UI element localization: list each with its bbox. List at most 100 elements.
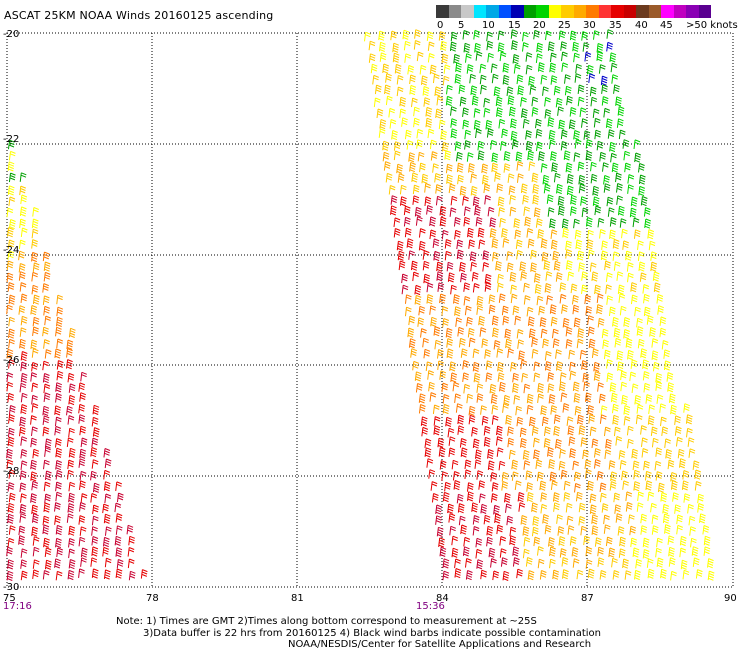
wind-barb-stroke xyxy=(503,394,511,406)
wind-barb xyxy=(572,304,580,315)
wind-barb-stroke xyxy=(626,425,634,436)
wind-barb xyxy=(522,526,530,537)
wind-barb xyxy=(487,460,495,471)
wind-barb xyxy=(572,558,580,568)
wind-barb-stroke xyxy=(553,172,561,183)
colorbar-swatch xyxy=(536,5,549,18)
wind-barb-stroke xyxy=(589,262,597,272)
wind-barb-stroke xyxy=(604,260,611,271)
wind-barb xyxy=(79,526,87,536)
wind-barb xyxy=(539,317,547,328)
wind-barb-stroke xyxy=(568,119,576,130)
wind-barb-stroke xyxy=(613,327,621,338)
wind-barb-stroke xyxy=(535,53,543,63)
wind-barb-stroke xyxy=(641,448,649,458)
wind-barb xyxy=(572,460,580,471)
wind-barb xyxy=(565,339,573,349)
wind-barb xyxy=(441,306,449,316)
wind-barb xyxy=(31,284,39,295)
wind-barb-stroke xyxy=(68,383,76,393)
wind-barb-stroke xyxy=(466,316,473,327)
colorbar-swatch xyxy=(461,5,474,18)
wind-barb-stroke xyxy=(688,448,696,458)
wind-barb xyxy=(527,150,534,161)
wind-barb xyxy=(80,493,88,503)
wind-barb xyxy=(30,372,37,382)
wind-barb-stroke xyxy=(517,85,525,96)
wind-barb xyxy=(102,536,110,548)
wind-barb-stroke xyxy=(476,559,484,570)
wind-barb-stroke xyxy=(616,271,624,281)
wind-barb-stroke xyxy=(449,41,457,52)
wind-barb-stroke xyxy=(606,41,613,52)
wind-barb-stroke xyxy=(574,229,582,240)
wind-barb xyxy=(610,392,618,403)
wind-barb-stroke xyxy=(18,250,25,261)
wind-barb-stroke xyxy=(451,547,459,558)
wind-barb xyxy=(102,503,109,514)
wind-barb-stroke xyxy=(515,151,523,162)
wind-barb xyxy=(66,437,74,447)
wind-barb xyxy=(526,306,534,317)
wind-barb-stroke xyxy=(573,152,581,162)
wind-barb xyxy=(19,482,27,493)
wind-barb-stroke xyxy=(478,239,486,249)
wind-barb xyxy=(482,250,490,261)
wind-barb-stroke xyxy=(480,569,487,580)
wind-barb-stroke xyxy=(547,207,555,217)
wind-barb xyxy=(427,53,435,63)
wind-barb xyxy=(623,150,631,161)
wind-barb-stroke xyxy=(483,107,491,118)
wind-barb-stroke xyxy=(441,229,449,240)
wind-barb-stroke xyxy=(513,394,521,405)
colorbar-label: 30 xyxy=(583,20,596,31)
wind-barb xyxy=(609,141,616,153)
wind-barb-stroke xyxy=(527,150,534,161)
wind-barb xyxy=(408,250,415,260)
wind-barb-stroke xyxy=(611,557,618,568)
wind-barb-stroke xyxy=(493,86,501,97)
wind-barb xyxy=(496,425,503,436)
wind-barb xyxy=(656,557,664,568)
wind-barb-stroke xyxy=(433,326,441,337)
wind-barb-stroke xyxy=(655,447,663,457)
wind-barb-stroke xyxy=(435,195,443,206)
wind-barb-stroke xyxy=(660,492,668,503)
wind-barb xyxy=(486,31,493,42)
wind-barb-stroke xyxy=(521,372,529,383)
wind-barb-stroke xyxy=(638,174,646,185)
wind-barb-stroke xyxy=(114,502,122,513)
wind-barb-stroke xyxy=(601,96,609,106)
wind-barb xyxy=(643,306,651,317)
wind-barb-stroke xyxy=(485,372,493,382)
wind-barb xyxy=(533,361,541,372)
wind-barb xyxy=(7,502,15,513)
wind-barb xyxy=(418,240,426,252)
wind-barb xyxy=(490,472,498,482)
wind-barb-stroke xyxy=(540,503,548,514)
wind-barb-stroke xyxy=(533,437,540,448)
pass-time-label: 17:16 xyxy=(3,601,32,612)
note-line-1: Note: 1) Times are GMT 2)Times along bot… xyxy=(116,616,537,627)
wind-barb-stroke xyxy=(661,340,669,350)
wind-barb-stroke xyxy=(127,547,135,557)
wind-barb xyxy=(567,271,575,282)
wind-barb-stroke xyxy=(441,141,449,153)
wind-barb xyxy=(478,493,486,503)
wind-barb-stroke xyxy=(528,416,536,427)
wind-barb-stroke xyxy=(628,514,635,524)
wind-barb xyxy=(584,294,592,305)
wind-barb-stroke xyxy=(515,405,522,416)
wind-barb-stroke xyxy=(569,536,577,546)
wind-barb-stroke xyxy=(459,438,467,448)
wind-barb-stroke xyxy=(606,295,613,305)
wind-barb-stroke xyxy=(509,106,516,117)
wind-barb-stroke xyxy=(644,470,652,481)
wind-barb xyxy=(559,548,567,558)
wind-barb-stroke xyxy=(642,371,650,381)
wind-barb-stroke xyxy=(651,350,659,361)
wind-barb-stroke xyxy=(551,328,559,339)
wind-barb xyxy=(523,206,531,216)
wind-barb xyxy=(78,568,85,578)
wind-barb xyxy=(603,524,611,534)
